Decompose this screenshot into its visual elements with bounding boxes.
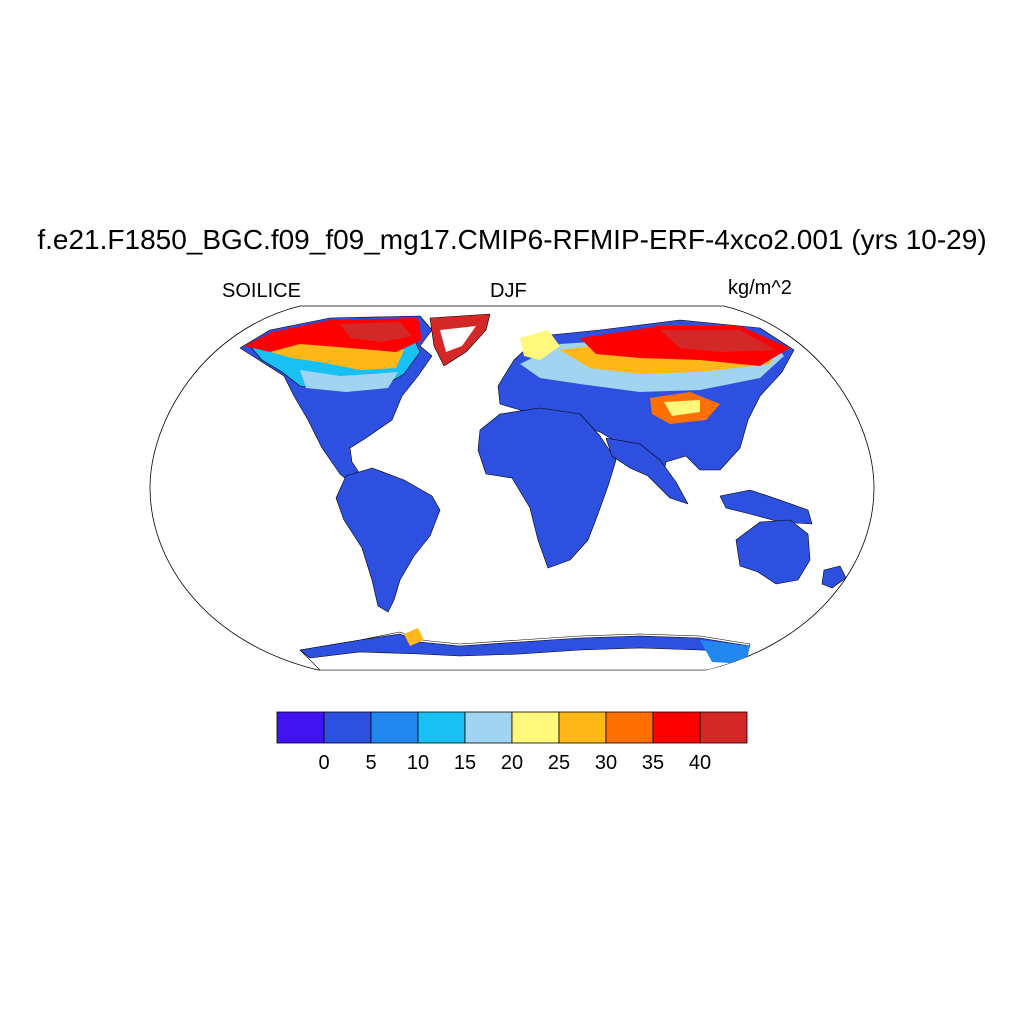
africa-region (477, 407, 617, 569)
maritime-asia-region (719, 489, 813, 525)
colorbar-tick-label: 15 (454, 752, 476, 774)
colorbar-tick-label: 20 (501, 752, 523, 774)
colorbar-swatch (558, 711, 607, 744)
colorbar-tick-label: 35 (642, 752, 664, 774)
greenland-region (429, 313, 491, 367)
colorbar-tick-label: 0 (318, 752, 329, 774)
colorbar-swatch (511, 711, 560, 744)
colorbar-swatch (370, 711, 419, 744)
plot-title: f.e21.F1850_BGC.f09_f09_mg17.CMIP6-RFMIP… (37, 224, 987, 255)
colorbar-tick-label: 25 (548, 752, 570, 774)
colorbar-tick-label: 10 (407, 752, 429, 774)
colorbar-swatch (699, 711, 748, 744)
new-zealand-region (821, 565, 847, 589)
colorbar-swatch (276, 711, 325, 744)
colorbar-swatch (464, 711, 513, 744)
colorbar-tick-label: 5 (365, 752, 376, 774)
units-label: kg/m^2 (728, 277, 792, 299)
colorbar-swatch (605, 711, 654, 744)
season-label: DJF (490, 280, 527, 302)
colorbar-tick-label: 40 (689, 752, 711, 774)
variable-label: SOILICE (222, 280, 301, 302)
north-america-region (239, 315, 433, 501)
colorbar-tick-label: 30 (595, 752, 617, 774)
antarctica-region (299, 628, 751, 670)
eurasia-region (497, 319, 795, 489)
south-america-region (335, 467, 441, 613)
colorbar-swatch (417, 711, 466, 744)
colorbar-swatch (652, 711, 701, 744)
colorbar-swatch (323, 711, 372, 744)
south-asia-region (605, 437, 689, 505)
australia-region (735, 519, 811, 585)
